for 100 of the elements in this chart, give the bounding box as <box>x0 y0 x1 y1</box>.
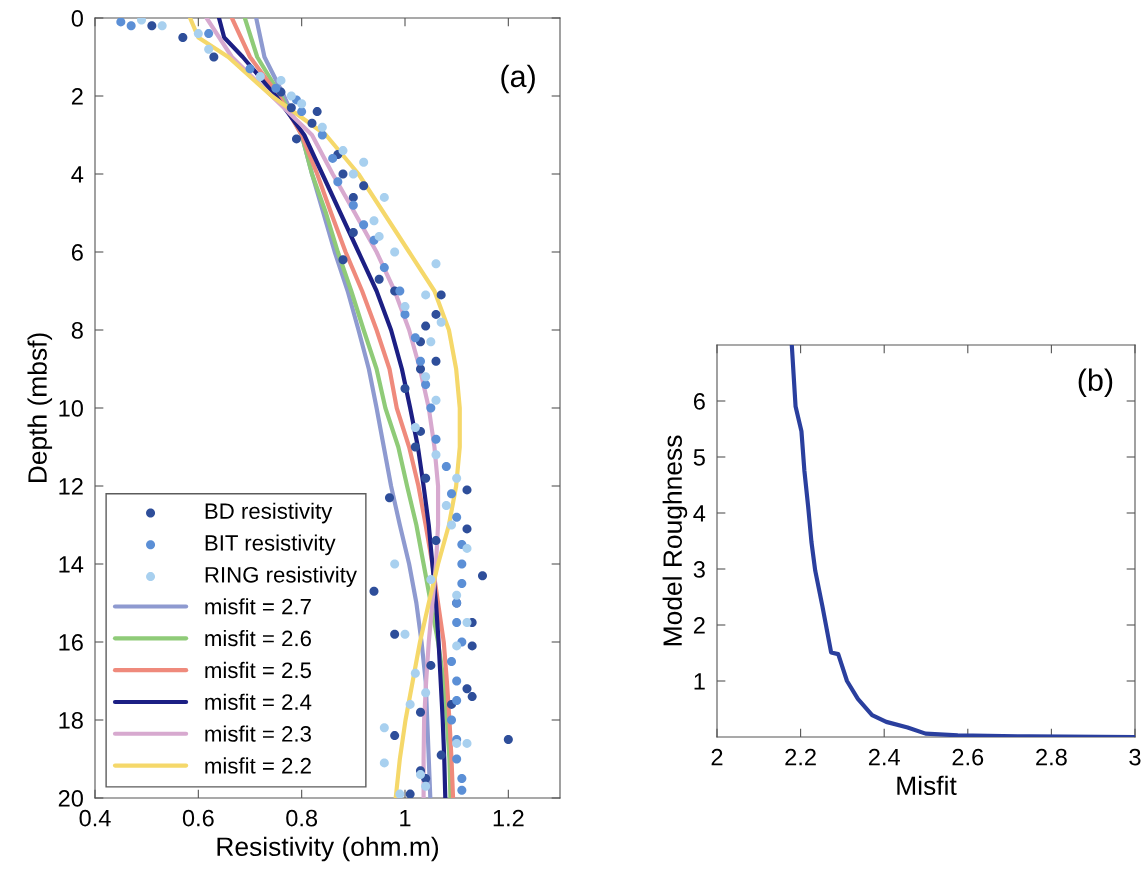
point <box>462 684 472 694</box>
x-tick-label: 0.6 <box>182 809 214 827</box>
y-tick-label: 6 <box>693 393 705 410</box>
point <box>431 356 441 366</box>
x-tick-label: 1.2 <box>493 809 524 827</box>
point <box>369 216 379 226</box>
point <box>116 18 126 27</box>
point <box>317 122 327 132</box>
point <box>338 255 348 265</box>
point <box>286 103 296 113</box>
point <box>421 781 431 791</box>
x-axis-title: Misfit <box>897 775 957 796</box>
y-tick-label: 10 <box>59 400 83 417</box>
point <box>338 146 348 156</box>
point <box>126 21 136 31</box>
point <box>359 157 369 167</box>
point <box>467 692 477 702</box>
point <box>426 337 436 347</box>
point <box>416 356 425 366</box>
point <box>410 333 420 343</box>
point <box>297 99 307 109</box>
point <box>286 91 296 101</box>
point <box>421 688 431 698</box>
y-tick-label: 6 <box>71 244 83 261</box>
x-tick-label: 2.6 <box>952 748 984 766</box>
point <box>379 758 389 768</box>
point <box>147 21 157 31</box>
point <box>390 247 400 257</box>
point <box>292 134 301 144</box>
point <box>462 485 472 495</box>
legend-label: misfit = 2.6 <box>205 629 311 647</box>
point <box>452 676 462 686</box>
point <box>462 738 472 748</box>
point <box>204 44 214 54</box>
point <box>457 579 467 588</box>
point <box>405 699 415 709</box>
point <box>441 462 451 471</box>
point <box>271 83 281 93</box>
x-tick-label: 2.8 <box>1036 748 1067 766</box>
point <box>416 364 425 374</box>
y-axis-title: Model Roughness <box>662 435 688 646</box>
y-tick-label: 5 <box>693 449 705 466</box>
point <box>359 220 369 230</box>
point <box>462 618 472 627</box>
point <box>452 696 462 705</box>
point <box>390 629 400 639</box>
x-tick-label: 2.2 <box>785 748 816 766</box>
point <box>452 590 462 600</box>
y-tick-label: 16 <box>59 634 83 651</box>
legend-label: misfit = 2.5 <box>205 661 312 679</box>
point <box>426 403 436 413</box>
legend-label: misfit = 2.2 <box>205 757 311 774</box>
point <box>333 177 343 187</box>
point <box>416 770 425 780</box>
point <box>137 18 146 25</box>
point <box>431 309 441 319</box>
point <box>452 754 462 764</box>
legend-label: misfit = 2.4 <box>205 693 312 710</box>
point <box>312 107 322 117</box>
point <box>447 520 456 530</box>
point <box>467 641 477 651</box>
y-tick-label: 4 <box>71 166 84 183</box>
x-tick-label: 1 <box>400 809 411 827</box>
y-tick-label: 20 <box>58 790 83 807</box>
point <box>307 118 317 128</box>
point <box>452 738 462 748</box>
y-tick-label: 18 <box>59 712 83 729</box>
point <box>457 559 467 569</box>
point <box>447 657 456 666</box>
y-tick-label: 12 <box>59 478 83 495</box>
point <box>452 512 462 522</box>
y-axis-title: Depth (mbsf) <box>27 333 53 483</box>
point <box>452 473 462 483</box>
point <box>421 372 431 382</box>
point <box>436 317 446 327</box>
point <box>369 586 379 596</box>
point <box>400 384 410 393</box>
point <box>410 442 420 452</box>
y-tick-label: 2 <box>71 88 83 105</box>
point <box>426 575 436 585</box>
point <box>379 263 389 273</box>
point <box>457 774 467 783</box>
x-axis-title: Resistivity (ohm.m) <box>217 836 439 862</box>
point <box>157 21 167 31</box>
legend-label: misfit = 2.3 <box>205 725 311 742</box>
x-tick-label: 2 <box>711 748 723 766</box>
point <box>178 33 188 42</box>
legend-label: RING resistivity <box>205 566 357 588</box>
point <box>374 274 384 284</box>
point <box>276 75 286 85</box>
y-tick-label: 14 <box>59 556 84 573</box>
annotation: (b) <box>1078 368 1113 397</box>
point <box>359 181 369 191</box>
y-tick-label: 1 <box>694 673 705 690</box>
point <box>436 290 446 300</box>
x-tick-label: 0.4 <box>79 809 111 827</box>
point <box>395 286 405 296</box>
point <box>338 169 348 179</box>
point <box>431 259 441 269</box>
point <box>426 660 436 670</box>
